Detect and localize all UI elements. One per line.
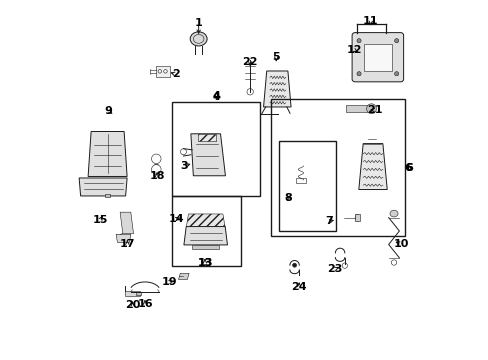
Text: 15: 15 [93,215,108,225]
Circle shape [356,72,360,76]
Text: 19: 19 [161,277,177,287]
Text: 9: 9 [104,106,112,116]
Circle shape [366,104,376,114]
Text: 12: 12 [346,45,362,55]
Circle shape [394,39,398,43]
Text: 22: 22 [242,57,257,67]
Text: 6: 6 [405,163,413,173]
Text: 16: 16 [137,299,153,309]
Text: 17: 17 [120,239,135,249]
Text: 20: 20 [125,300,140,310]
Circle shape [292,263,296,267]
Text: 23: 23 [326,264,342,274]
Text: 3: 3 [181,161,188,171]
Ellipse shape [354,214,359,221]
Bar [172,196,241,266]
Bar [172,102,260,196]
Ellipse shape [389,210,397,217]
Bar [136,292,141,296]
Text: 18: 18 [149,171,164,181]
Bar [354,214,359,221]
Text: 5: 5 [272,52,280,62]
Text: 11: 11 [362,16,378,26]
Circle shape [394,72,398,76]
Polygon shape [116,234,131,242]
Text: 14: 14 [168,214,184,224]
Polygon shape [358,144,386,189]
Polygon shape [178,273,189,279]
Text: 8: 8 [284,193,291,203]
Polygon shape [190,134,225,176]
Polygon shape [198,134,215,141]
Bar [270,99,404,237]
Text: 4: 4 [212,92,220,102]
Bar [279,141,336,231]
Bar [124,291,140,296]
Text: 24: 24 [291,282,306,292]
Text: 2: 2 [171,69,179,79]
Bar [346,105,374,112]
Bar [192,245,219,249]
Bar [105,194,110,197]
Bar [363,44,391,71]
Text: 13: 13 [198,258,213,268]
Text: 13: 13 [197,258,212,268]
Circle shape [356,39,360,43]
Polygon shape [79,178,127,196]
Polygon shape [88,131,127,176]
Polygon shape [263,71,290,107]
FancyBboxPatch shape [351,33,403,82]
Polygon shape [186,214,224,228]
Bar [295,178,305,183]
Polygon shape [120,212,133,234]
Text: 21: 21 [366,105,382,115]
Text: 10: 10 [393,239,408,249]
Text: 4: 4 [212,91,220,102]
Text: 1: 1 [194,18,202,28]
Text: 6: 6 [404,163,412,173]
Text: 7: 7 [325,216,332,226]
Ellipse shape [190,32,207,46]
Bar [156,66,170,77]
Polygon shape [183,226,227,245]
